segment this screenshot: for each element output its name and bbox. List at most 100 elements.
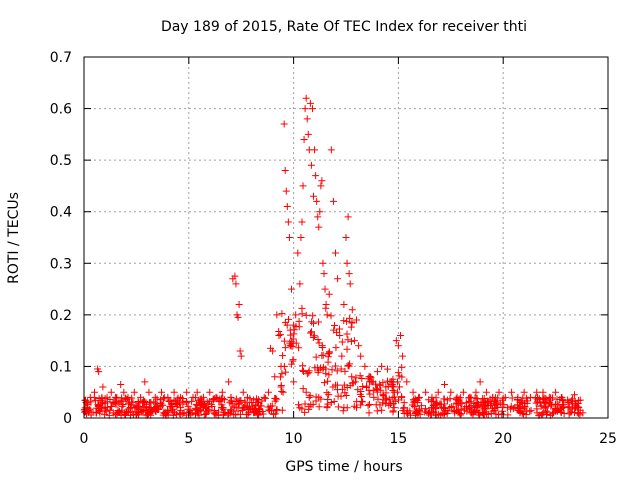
data-point [259, 410, 267, 418]
data-point [359, 398, 367, 406]
data-point [107, 388, 115, 396]
data-point [509, 405, 517, 413]
data-point [462, 399, 470, 407]
data-point [343, 404, 351, 412]
data-point [440, 395, 448, 403]
data-point [301, 400, 309, 408]
data-point [83, 404, 91, 412]
data-point [218, 388, 226, 396]
data-point [278, 406, 286, 414]
x-tick-label: 20 [494, 431, 512, 447]
data-point [471, 394, 479, 402]
data-point [356, 390, 364, 398]
data-point [352, 374, 360, 382]
data-point [576, 406, 584, 414]
data-point [438, 409, 446, 417]
data-point [441, 380, 449, 388]
data-point [332, 381, 340, 389]
data-point [219, 404, 227, 412]
data-point [206, 388, 214, 396]
data-point [380, 396, 388, 404]
data-point [399, 352, 407, 360]
data-point [330, 326, 338, 334]
x-tick-label: 10 [285, 431, 303, 447]
data-point [340, 301, 348, 309]
data-point [429, 402, 437, 410]
data-point [322, 304, 330, 312]
data-point [261, 394, 269, 402]
data-point [575, 396, 583, 404]
data-point [357, 352, 365, 360]
data-point [348, 373, 356, 381]
data-point [191, 394, 199, 402]
data-point [390, 404, 398, 412]
data-point [328, 366, 336, 374]
data-point [330, 398, 338, 406]
data-point [295, 344, 303, 352]
data-point [102, 406, 110, 414]
data-point [343, 345, 351, 353]
data-point [211, 394, 219, 402]
data-point [332, 344, 340, 352]
data-point [342, 391, 350, 399]
data-point [238, 404, 246, 412]
data-point [347, 323, 355, 331]
data-point [331, 321, 339, 329]
data-point [310, 319, 318, 327]
data-point [87, 398, 95, 406]
data-point [565, 403, 573, 411]
data-point [316, 208, 324, 216]
y-tick-label: 0.6 [50, 102, 72, 118]
data-point [344, 361, 352, 369]
data-point [344, 213, 352, 221]
data-point [327, 399, 335, 407]
data-point [303, 115, 311, 123]
data-point [309, 312, 317, 320]
data-point [318, 342, 326, 350]
data-point [93, 404, 101, 412]
data-point [539, 388, 547, 396]
data-point [307, 161, 315, 169]
data-point [350, 337, 358, 345]
data-point [373, 407, 381, 415]
data-point [301, 105, 309, 113]
data-point [117, 396, 125, 404]
data-point [315, 223, 323, 231]
data-point [299, 385, 307, 393]
data-point [534, 394, 542, 402]
data-point [314, 336, 322, 344]
data-point [302, 94, 310, 102]
data-point [495, 388, 503, 396]
data-point [283, 321, 291, 329]
data-point [325, 348, 333, 356]
data-point [333, 367, 341, 375]
y-axis-title: ROTI / TECUs [6, 192, 22, 284]
data-point [319, 351, 327, 359]
data-point [520, 388, 528, 396]
data-point [568, 400, 576, 408]
data-point [344, 336, 352, 344]
data-point [532, 399, 540, 407]
data-point [491, 394, 499, 402]
data-point [244, 406, 252, 414]
data-point [236, 410, 244, 418]
data-point [125, 398, 133, 406]
data-point [219, 395, 227, 403]
x-tick-label: 25 [599, 431, 617, 447]
data-point [159, 395, 167, 403]
data-point [114, 407, 122, 415]
data-point [281, 166, 289, 174]
data-point [323, 311, 331, 319]
data-point [345, 270, 353, 278]
data-point [306, 99, 314, 107]
data-point [232, 280, 240, 288]
data-point [336, 325, 344, 333]
data-point [158, 401, 166, 409]
data-point [277, 381, 285, 389]
y-tick-label: 0 [63, 411, 72, 427]
data-point [355, 342, 363, 350]
data-point [280, 337, 288, 345]
data-point [399, 404, 407, 412]
data-point [305, 369, 313, 377]
data-point [188, 397, 196, 405]
